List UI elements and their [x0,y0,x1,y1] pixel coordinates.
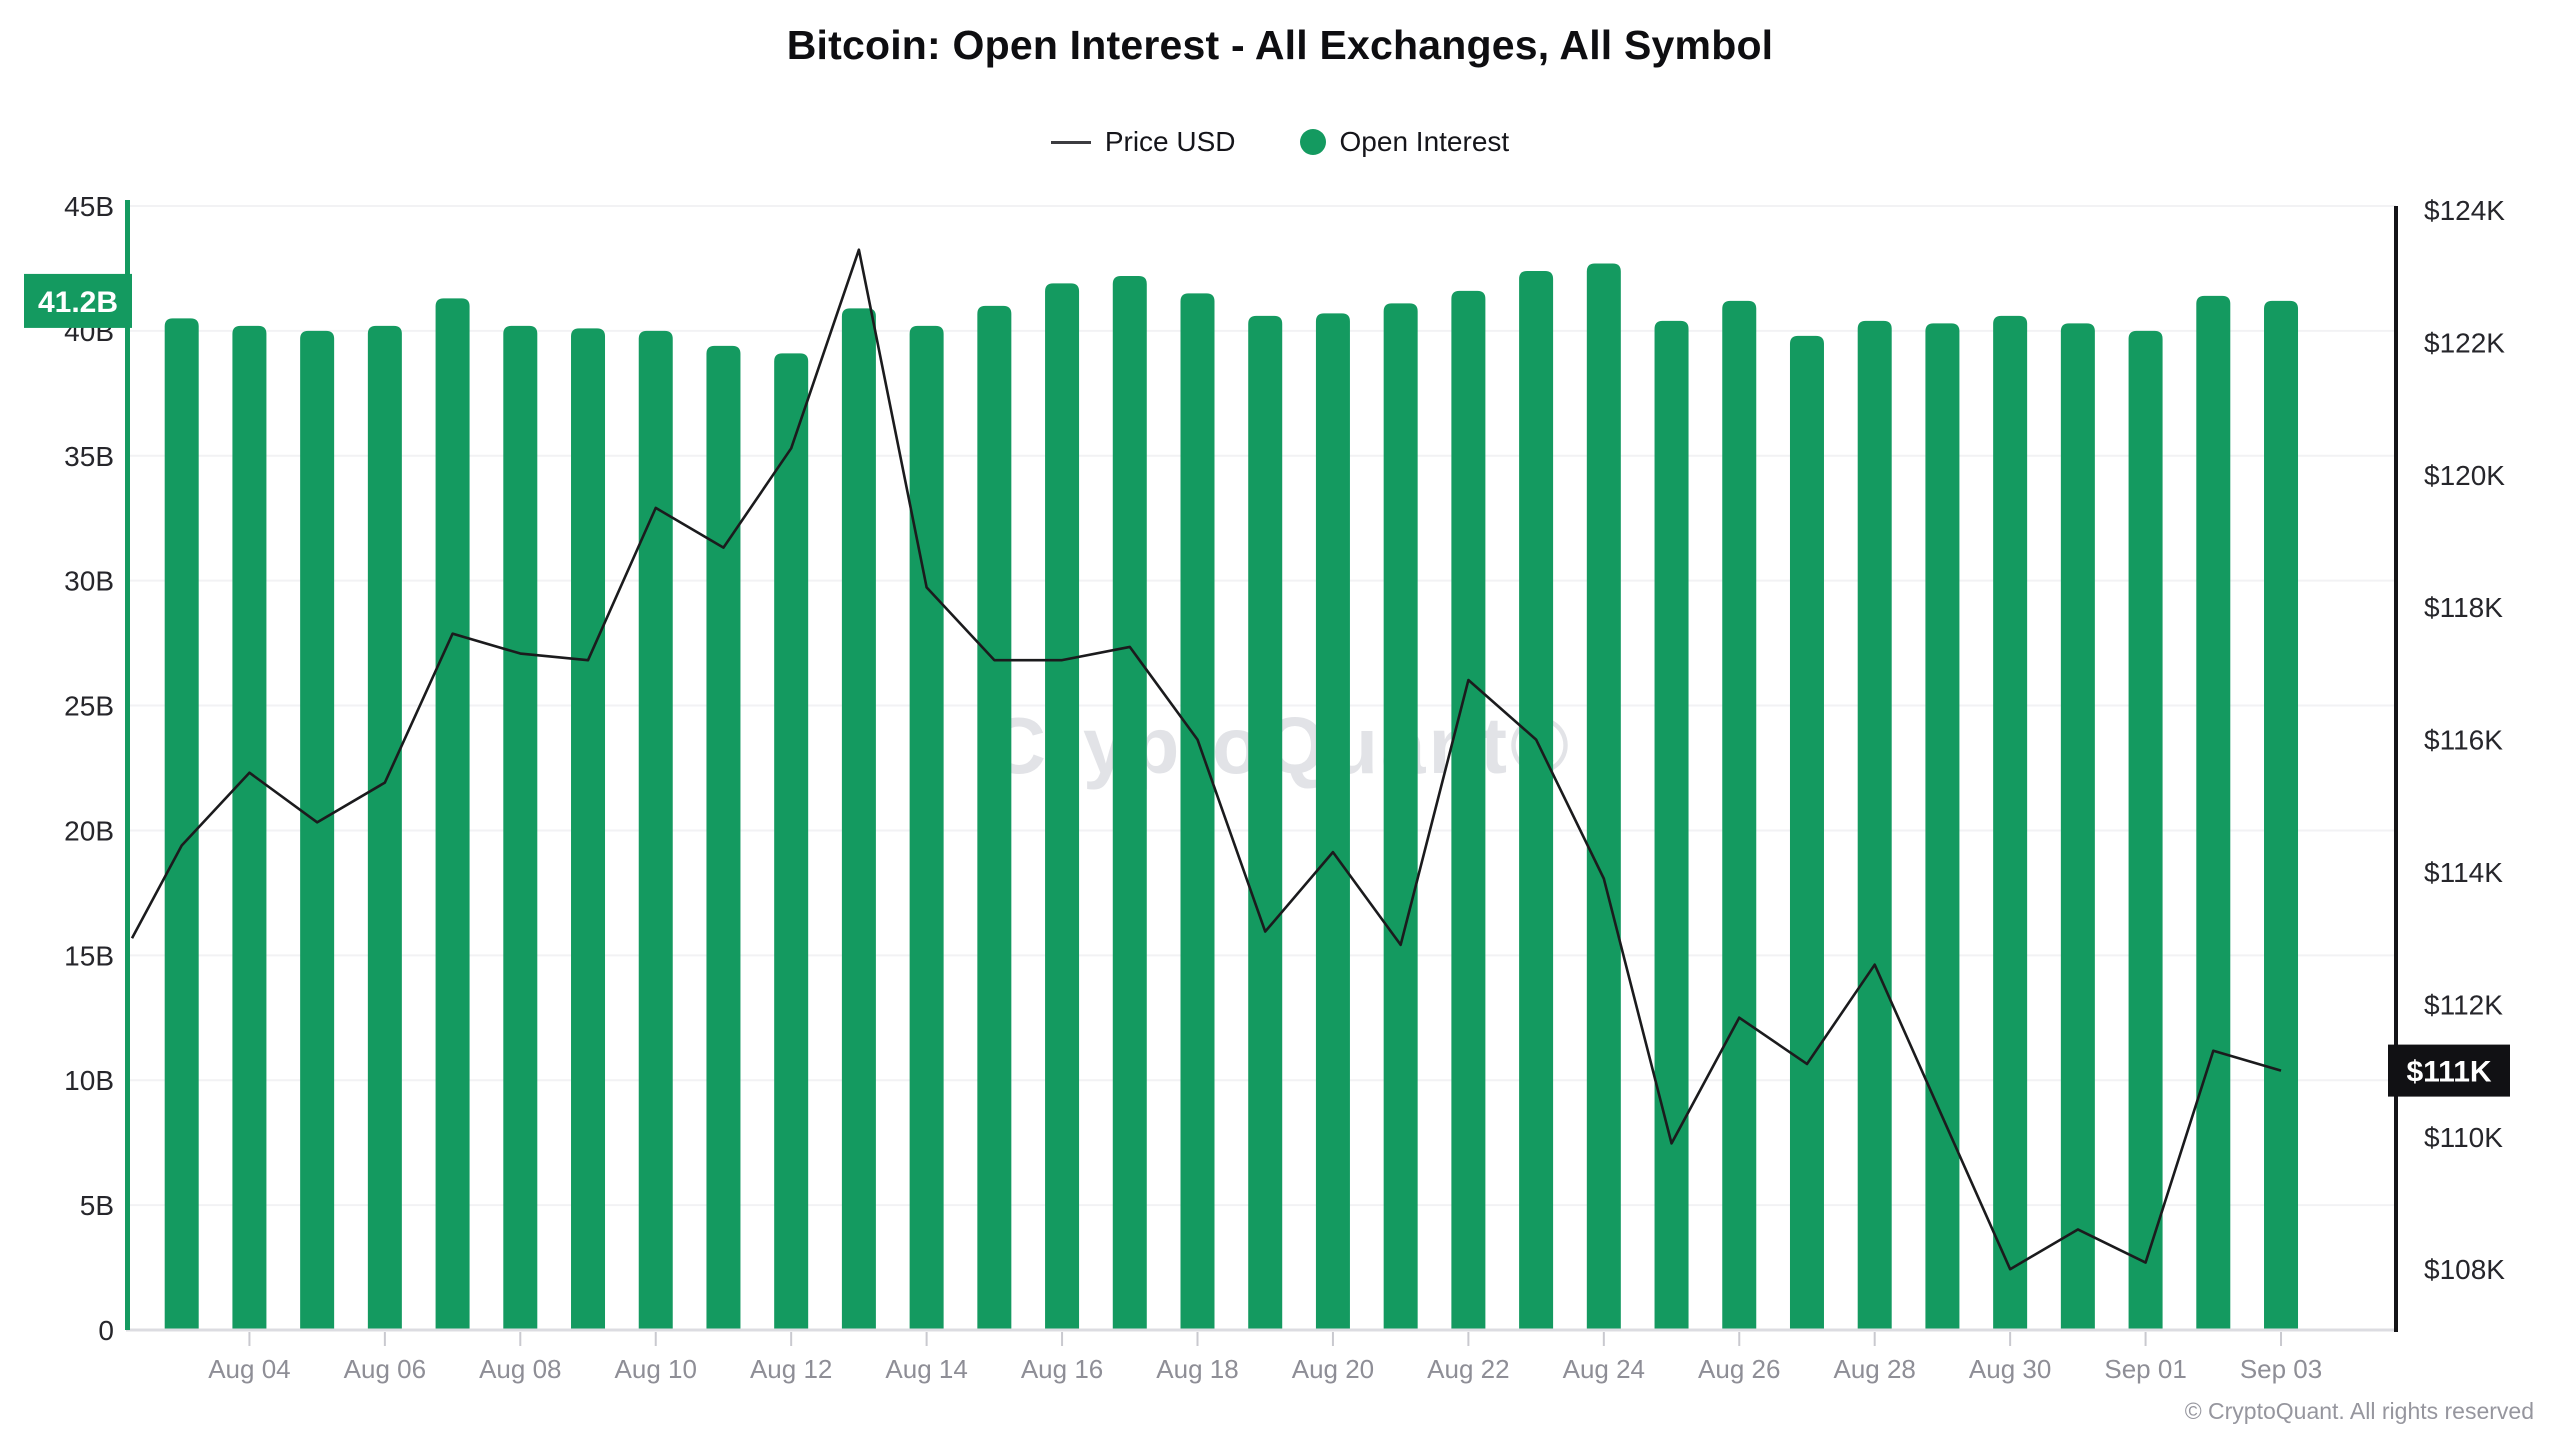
oi-bar-aug-31[interactable] [2060,323,2095,1330]
open-interest-badge-bg [24,273,132,328]
oi-bar-aug-30[interactable] [1993,315,2028,1330]
open-interest-dot-swatch-icon [1299,129,1326,155]
left-axis-tick-label: 5B [80,1190,114,1221]
x-axis-tick-label[interactable]: Aug 04 [208,1354,290,1384]
oi-bar-aug-21[interactable] [1383,303,1418,1330]
left-axis-tick-label: 35B [64,441,114,472]
x-axis-tick-label[interactable]: Aug 06 [344,1354,426,1384]
left-axis-tick-label: 15B [64,940,114,971]
x-axis-tick-label[interactable]: Aug 12 [750,1354,832,1384]
left-axis-tick-label: 10B [64,1065,114,1096]
right-axis-tick-label: $124K [2424,195,2505,226]
oi-bar-aug-25[interactable] [1654,320,1689,1330]
oi-bar-aug-12[interactable] [774,353,809,1330]
left-axis-tick-label: 0 [98,1315,114,1346]
oi-bar-aug-26[interactable] [1722,300,1757,1331]
oi-bar-aug-10[interactable] [638,330,673,1330]
oi-bar-aug-28[interactable] [1857,320,1892,1330]
right-axis-tick-label: $116K [2424,725,2503,756]
oi-bar-aug-07[interactable] [435,298,470,1331]
oi-bar-aug-20[interactable] [1315,313,1350,1331]
price-line [130,248,2282,1271]
price-badge-bg [2388,1044,2510,1097]
legend-item-price[interactable]: Price USD [1050,126,1236,158]
oi-bar-aug-19[interactable] [1248,315,1283,1330]
oi-bar-aug-22[interactable] [1451,290,1486,1330]
x-axis-tick-label[interactable]: Aug 10 [615,1354,697,1384]
price-badge: $111K [2406,1056,2491,1089]
right-axis-tick-label: $120K [2424,460,2505,491]
left-axis-tick-label: 30B [64,566,114,597]
oi-bar-aug-15[interactable] [977,305,1012,1330]
oi-bar-aug-11[interactable] [706,345,741,1330]
chart-title: Bitcoin: Open Interest - All Exchanges, … [786,22,1774,68]
oi-bar-aug-08[interactable] [503,325,538,1331]
x-axis-tick-label[interactable]: Aug 08 [479,1354,561,1384]
right-axis-line [2394,206,2398,1332]
x-axis-tick-label[interactable]: Sep 03 [2240,1354,2322,1384]
right-axis-tick-label: $112K [2424,989,2503,1020]
price-line-swatch-icon [1050,140,1091,144]
chart-legend: Price USD Open Interest [0,126,2560,158]
x-axis-tick-label[interactable]: Sep 01 [2104,1354,2186,1384]
x-axis-tick-label[interactable]: Aug 18 [1156,1354,1238,1384]
oi-bar-aug-03[interactable] [164,318,199,1330]
oi-bar-aug-09[interactable] [571,328,606,1330]
x-axis-tick-label[interactable]: Aug 20 [1292,1354,1374,1384]
x-axis-tick-label[interactable]: Aug 28 [1833,1354,1915,1384]
open-interest-badge: 41.2B [38,286,118,319]
copyright-footer: © CryptoQuant. All rights reserved [2184,1398,2534,1424]
x-axis-tick-label[interactable]: Aug 26 [1698,1354,1780,1384]
left-axis-line [125,200,130,1330]
right-axis-tick-label: $114K [2424,857,2503,888]
oi-bar-aug-27[interactable] [1789,335,1824,1331]
left-axis-tick-label: 45B [64,191,114,222]
x-axis-tick-label[interactable]: Aug 16 [1021,1354,1103,1384]
oi-bar-aug-05[interactable] [300,330,335,1330]
oi-bar-aug-23[interactable] [1519,270,1554,1330]
right-axis-tick-label: $108K [2424,1254,2505,1285]
oi-bar-aug-06[interactable] [367,325,402,1331]
legend-item-open-interest[interactable]: Open Interest [1299,126,1510,158]
legend-label-open-interest: Open Interest [1339,126,1510,157]
left-axis-tick-label: 25B [64,691,114,722]
oi-bar-aug-18[interactable] [1180,293,1215,1330]
oi-bar-aug-24[interactable] [1586,263,1621,1331]
oi-bar-aug-16[interactable] [1045,283,1080,1330]
right-axis-tick-label: $110K [2424,1122,2503,1153]
oi-bar-aug-14[interactable] [909,325,944,1331]
oi-bar-aug-13[interactable] [841,308,876,1330]
right-axis-tick-label: $118K [2424,592,2503,623]
oi-bar-aug-04[interactable] [232,325,267,1331]
left-axis-tick-label: 20B [64,815,114,846]
legend-label-price: Price USD [1104,126,1236,157]
oi-bar-sep-01[interactable] [2128,330,2163,1330]
right-axis-tick-label: $122K [2424,327,2505,358]
x-axis-tick-label[interactable]: Aug 14 [885,1354,967,1384]
oi-bar-sep-02[interactable] [2196,295,2231,1330]
x-axis-tick-label[interactable]: Aug 22 [1427,1354,1509,1384]
oi-bar-aug-17[interactable] [1112,275,1147,1331]
oi-bar-aug-29[interactable] [1925,323,1960,1330]
x-axis-tick-label[interactable]: Aug 30 [1969,1354,2051,1384]
x-axis-tick-label[interactable]: Aug 24 [1563,1354,1645,1384]
oi-bar-sep-03[interactable] [2264,300,2299,1331]
